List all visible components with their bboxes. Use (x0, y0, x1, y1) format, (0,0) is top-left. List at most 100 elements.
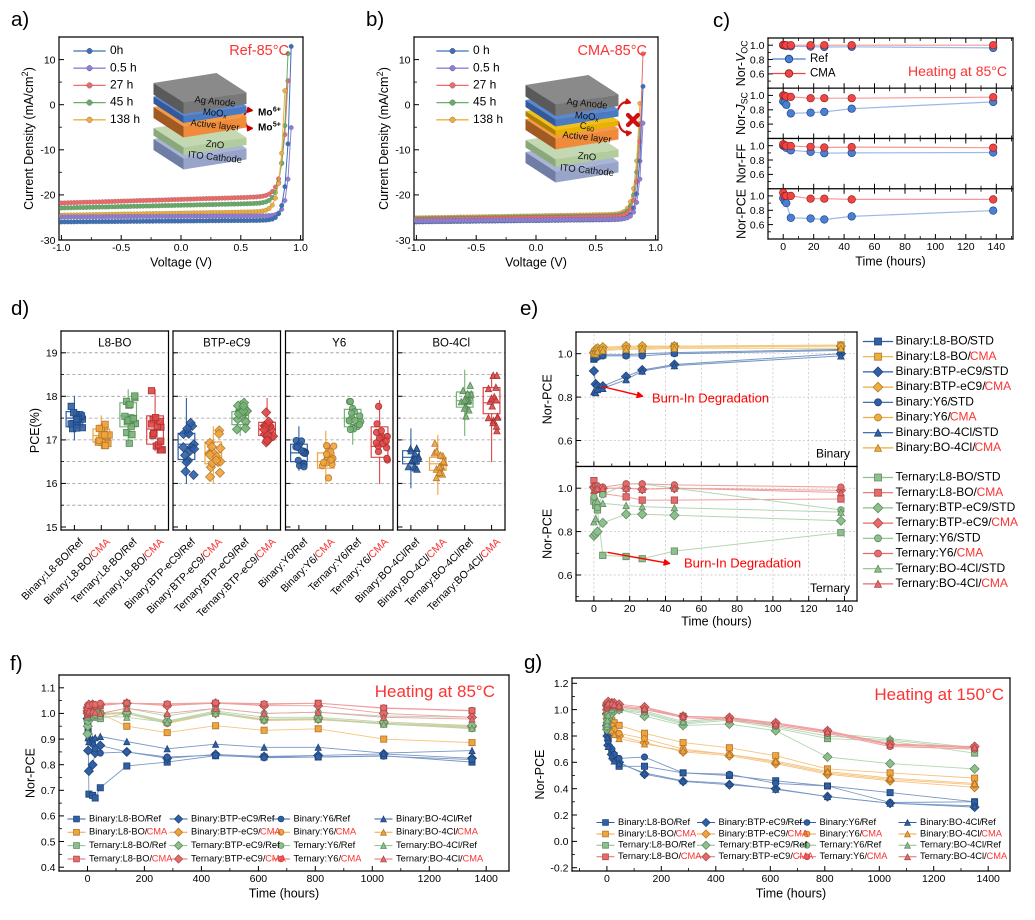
svg-text:Binary: Binary (816, 446, 850, 460)
svg-text:0.8: 0.8 (750, 105, 765, 117)
svg-text:Ternary:BO-4Cl/: Ternary:BO-4Cl/ (920, 851, 987, 861)
svg-text:60: 60 (869, 241, 881, 253)
svg-text:Ternary:BO-4Cl/: Ternary:BO-4Cl/ (896, 576, 983, 590)
svg-text:138 h: 138 h (473, 112, 503, 126)
svg-text:-20: -20 (40, 190, 55, 202)
svg-text:1.1: 1.1 (41, 683, 56, 695)
svg-text:BO-4Cl: BO-4Cl (432, 337, 470, 349)
svg-text:-10: -10 (395, 145, 410, 157)
svg-text:0.8: 0.8 (558, 392, 573, 404)
svg-text:Ternary:L8-BO/: Ternary:L8-BO/ (618, 851, 681, 861)
svg-text:0h: 0h (110, 43, 123, 57)
svg-text:CMA: CMA (981, 576, 1008, 590)
svg-text:1000: 1000 (361, 873, 385, 885)
svg-text:CMA: CMA (336, 827, 357, 837)
svg-text:-10: -10 (40, 145, 55, 157)
svg-text:L8-BO: L8-BO (98, 337, 131, 349)
svg-text:CMA: CMA (975, 440, 1002, 454)
svg-text:140: 140 (988, 241, 1006, 253)
svg-text:19: 19 (46, 348, 58, 360)
svg-text:M o O x: M o O x (574, 105, 601, 125)
svg-text:0.4: 0.4 (41, 862, 56, 874)
svg-text:0: 0 (85, 873, 91, 885)
svg-text:b): b) (366, 8, 384, 31)
svg-text:g): g) (524, 651, 542, 674)
svg-text:1000: 1000 (868, 873, 892, 885)
svg-text:a): a) (11, 8, 29, 31)
svg-text:Binary:Y6/: Binary:Y6/ (896, 394, 952, 408)
svg-text:120: 120 (800, 603, 818, 615)
svg-text:0.5: 0.5 (588, 242, 603, 254)
svg-text:80: 80 (731, 603, 743, 615)
svg-text:Ref: Ref (336, 813, 351, 823)
svg-text:Ternary:Y6/: Ternary:Y6/ (896, 530, 958, 544)
svg-text:800: 800 (307, 873, 325, 885)
svg-text:CMA: CMA (985, 379, 1012, 393)
svg-text:Ternary:BO-4Cl/: Ternary:BO-4Cl/ (396, 853, 463, 863)
svg-text:CMA: CMA (152, 853, 173, 863)
svg-text:27 h: 27 h (473, 78, 496, 92)
svg-text:Ref: Ref (793, 840, 808, 850)
svg-text:Binary:Y6/: Binary:Y6/ (820, 817, 863, 827)
svg-text:Binary:BO-4Cl/: Binary:BO-4Cl/ (896, 440, 977, 454)
svg-text:Binary:BTP-eC9/: Binary:BTP-eC9/ (896, 364, 987, 378)
svg-text:100: 100 (764, 603, 782, 615)
svg-text:Binary:BTP-eC9/: Binary:BTP-eC9/ (191, 827, 261, 837)
svg-text:Mo: Mo (258, 123, 272, 134)
svg-text:CMA: CMA (260, 827, 281, 837)
svg-text:CMA: CMA (265, 853, 286, 863)
svg-text:Ref: Ref (341, 840, 356, 850)
svg-text:-1.0: -1.0 (407, 242, 425, 254)
svg-text:Ref: Ref (681, 840, 696, 850)
svg-text:0.8: 0.8 (750, 155, 765, 167)
svg-text:45 h: 45 h (473, 95, 496, 109)
svg-text:0.5: 0.5 (41, 836, 56, 848)
svg-text:0 h: 0 h (473, 43, 490, 57)
svg-text:Heating at 85°C: Heating at 85°C (908, 63, 1007, 79)
svg-text:Ref: Ref (788, 817, 803, 827)
svg-text:45 h: 45 h (110, 95, 133, 109)
svg-text:Heating at 85°C: Heating at 85°C (375, 682, 495, 701)
svg-text:1.0: 1.0 (750, 141, 765, 153)
svg-text:Ref: Ref (147, 813, 162, 823)
svg-text:Ref: Ref (260, 813, 275, 823)
svg-text:120: 120 (957, 241, 975, 253)
svg-text:STD: STD (957, 530, 981, 544)
svg-text:Ternary: Ternary (810, 581, 850, 595)
svg-text:Ternary:L8-BO/: Ternary:L8-BO/ (89, 840, 152, 850)
svg-text:Binary:BTP-eC9/: Binary:BTP-eC9/ (191, 813, 261, 823)
svg-text:e): e) (520, 297, 538, 320)
svg-text:100: 100 (927, 241, 945, 253)
svg-text:-0.2: -0.2 (550, 863, 568, 875)
svg-text:CMA: CMA (867, 851, 888, 861)
svg-text:0: 0 (604, 873, 610, 885)
svg-text:CMA: CMA (676, 828, 697, 838)
svg-text:1.2: 1.2 (554, 678, 569, 690)
svg-text:-0.5: -0.5 (112, 242, 130, 254)
svg-text:1.0: 1.0 (558, 483, 573, 495)
svg-text:0.6: 0.6 (750, 219, 765, 231)
svg-text:0: 0 (50, 100, 56, 112)
svg-text:STD: STD (991, 500, 1015, 514)
svg-text:20: 20 (624, 603, 636, 615)
svg-text:Ternary:Y6/: Ternary:Y6/ (294, 853, 342, 863)
svg-text:Ternary:BTP-eC9/: Ternary:BTP-eC9/ (719, 840, 794, 850)
svg-text:CMA: CMA (991, 515, 1018, 529)
svg-text:0.6: 0.6 (750, 69, 765, 81)
svg-text:Nor-PCE: Nor-PCE (533, 749, 547, 799)
svg-text:Burn-In Degradation: Burn-In Degradation (652, 390, 769, 405)
svg-text:Time (hours): Time (hours) (249, 886, 319, 900)
svg-text:80: 80 (899, 241, 911, 253)
svg-text:60: 60 (695, 603, 707, 615)
svg-text:CMA: CMA (977, 485, 1004, 499)
svg-text:Voltage (V): Voltage (V) (505, 255, 567, 269)
svg-text:N o r - V O C: N o r - V O C (732, 40, 751, 86)
svg-text:CMA: CMA (987, 851, 1008, 861)
svg-text:0: 0 (405, 100, 411, 112)
svg-text:0.9: 0.9 (41, 734, 56, 746)
svg-text:Active layer: Active layer (562, 130, 612, 146)
svg-text:Ref: Ref (987, 840, 1002, 850)
svg-text:CMA: CMA (862, 828, 883, 838)
svg-text:-20: -20 (395, 190, 410, 202)
svg-text:BTP-eC9: BTP-eC9 (203, 337, 250, 349)
